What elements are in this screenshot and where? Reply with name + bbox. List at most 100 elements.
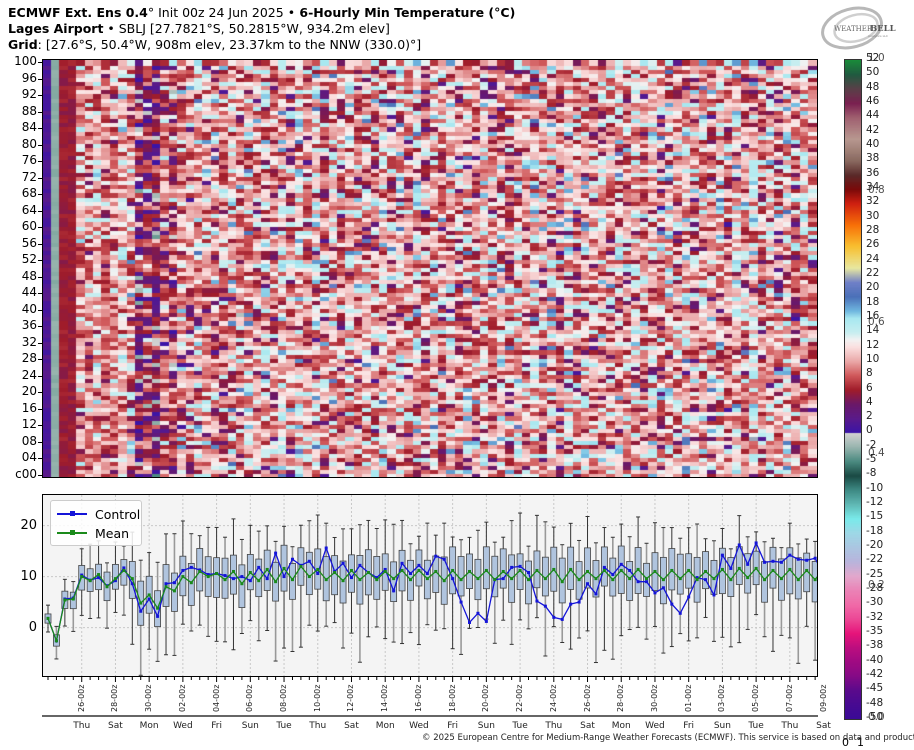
colorbar-tick: 38 (866, 152, 880, 165)
colorbar-tick: -15 (866, 510, 884, 523)
title-init: Init 00z 24 Jun 2025 (154, 5, 288, 20)
svg-text:BELL: BELL (870, 24, 896, 34)
mean-line-icon (57, 530, 87, 535)
weekday-label: Wed (173, 721, 193, 731)
colorbar-tick: 16 (866, 309, 880, 322)
weekday-label: Wed (409, 721, 429, 731)
colorbar-tick: -38 (866, 639, 884, 652)
weekday-label: Sat (580, 721, 595, 731)
colorbar-tick: -22 (866, 553, 884, 566)
colorbar-tick: -30 (866, 596, 884, 609)
weekday-label: Fri (447, 721, 458, 731)
heatmap-y-tick: 12 (21, 417, 37, 432)
station-name: Lages Airport (8, 21, 104, 36)
colorbar-tick: 42 (866, 123, 880, 136)
colorbar-tick: 20 (866, 281, 880, 294)
x-tick-label: 24-00z (548, 684, 558, 712)
heatmap-y-tick: 100 (14, 54, 37, 69)
weekday-label: Wed (645, 721, 665, 731)
heatmap-y-tick: 04 (21, 450, 37, 465)
colorbar-tick: -42 (866, 668, 884, 681)
x-tick-label: 20-00z (481, 684, 491, 712)
colorbar-overlay-tick: 0.6 (868, 315, 885, 328)
heatmap-y-tick: 56 (21, 235, 37, 250)
colorbar-tick: 36 (866, 166, 880, 179)
weekday-label: Fri (683, 721, 695, 731)
colorbar-tick: -28 (866, 582, 884, 595)
x-tick-label: 28-00z (616, 684, 626, 712)
heatmap-y-tick: c00 (15, 466, 37, 481)
colorbar-tick: 4 (866, 395, 873, 408)
colorbar-tick: 18 (866, 295, 880, 308)
colorbar-tick: 48 (866, 80, 880, 93)
heatmap-y-tick: 20 (21, 384, 37, 399)
station-info: • SBLJ [27.7821°S, 50.2815°W, 934.2m ele… (103, 21, 390, 36)
heatmap-y-tick: 44 (21, 285, 37, 300)
heatmap-y-tick: 36 (21, 318, 37, 333)
colorbar-tick: 44 (866, 109, 880, 122)
colorbar-tick: -2 (866, 438, 877, 451)
colorbar-label-0: 0 (842, 736, 849, 749)
colorbar-tick: -10 (866, 481, 884, 494)
colorbar-tick: 40 (866, 137, 880, 150)
heatmap-y-tick: 60 (21, 219, 37, 234)
x-tick-label: 30-00z (144, 684, 154, 712)
colorbar-tick: 14 (866, 324, 880, 337)
legend-mean: Mean (57, 524, 129, 542)
title-model: ECMWF Ext. Ens 0.4 (8, 5, 148, 20)
weekday-label: Mon (375, 721, 395, 731)
copyright-notice: © 2025 European Centre for Medium-Range … (422, 733, 914, 743)
colorbar-tick: -12 (866, 496, 884, 509)
colorbar-tick: -18 (866, 524, 884, 537)
x-tick-label: 06-00z (245, 684, 255, 712)
x-tick-label: 02-00z (177, 684, 187, 712)
heatmap-y-tick: 76 (21, 153, 37, 168)
colorbar-tick: 22 (866, 266, 880, 279)
x-tick-label: 12-00z (346, 684, 356, 712)
colorbar-tick: -45 (866, 682, 884, 695)
colorbar-tick: -32 (866, 610, 884, 623)
weekday-label: Mon (139, 721, 159, 731)
day-separator (42, 715, 818, 717)
weekday-label: Sat (344, 721, 359, 731)
colorbar-tick: 30 (866, 209, 880, 222)
x-tick-label: 26-00z (76, 684, 86, 712)
box-chart-y-tick: 20 (20, 517, 37, 533)
heatmap-y-tick: 52 (21, 252, 37, 267)
colorbar-tick: 0 (866, 424, 873, 437)
station-line: Lages Airport • SBLJ [27.7821°S, 50.2815… (8, 21, 390, 37)
weekday-label: Sun (477, 721, 495, 731)
x-tick-label: 22-00z (515, 684, 525, 712)
x-tick-label: 05-00z (751, 684, 761, 712)
colorbar-tick: -8 (866, 467, 877, 480)
x-tick-label: 30-00z (649, 684, 659, 712)
heatmap-y-tick: 84 (21, 120, 37, 135)
weekday-label: Tue (512, 721, 528, 731)
ensemble-heatmap (43, 60, 817, 477)
colorbar-tick: 52 (866, 52, 880, 64)
weekday-label: Tue (276, 721, 292, 731)
weekday-label: Sun (241, 721, 259, 731)
x-tick-label: 08-00z (279, 684, 289, 712)
heatmap-y-tick: 40 (21, 301, 37, 316)
x-tick-label: 04-00z (211, 684, 221, 712)
colorbar-tick: 2 (866, 410, 873, 423)
heatmap-y-tick: 08 (21, 433, 37, 448)
chart-legend: Control Mean (50, 500, 142, 546)
weekday-label: Thu (309, 721, 327, 731)
heatmap-y-tick: 88 (21, 103, 37, 118)
x-tick-label: 14-00z (380, 684, 390, 712)
colorbar-label-1: 1 (857, 736, 864, 749)
x-tick-label: 18-00z (447, 684, 457, 712)
heatmap-y-tick: 80 (21, 136, 37, 151)
weekday-label: Thu (545, 721, 563, 731)
colorbar-tick: 26 (866, 238, 880, 251)
weekday-label: Fri (211, 721, 222, 731)
colorbar-tick: -20 (866, 539, 884, 552)
control-line-icon (57, 511, 87, 516)
colorbar-tick: 24 (866, 252, 880, 265)
x-tick-label: 10-00z (312, 684, 322, 712)
grid-info: : [27.6°S, 50.4°W, 908m elev, 23.37km to… (37, 37, 422, 52)
weekday-label: Sat (108, 721, 123, 731)
heatmap-y-tick: 68 (21, 186, 37, 201)
